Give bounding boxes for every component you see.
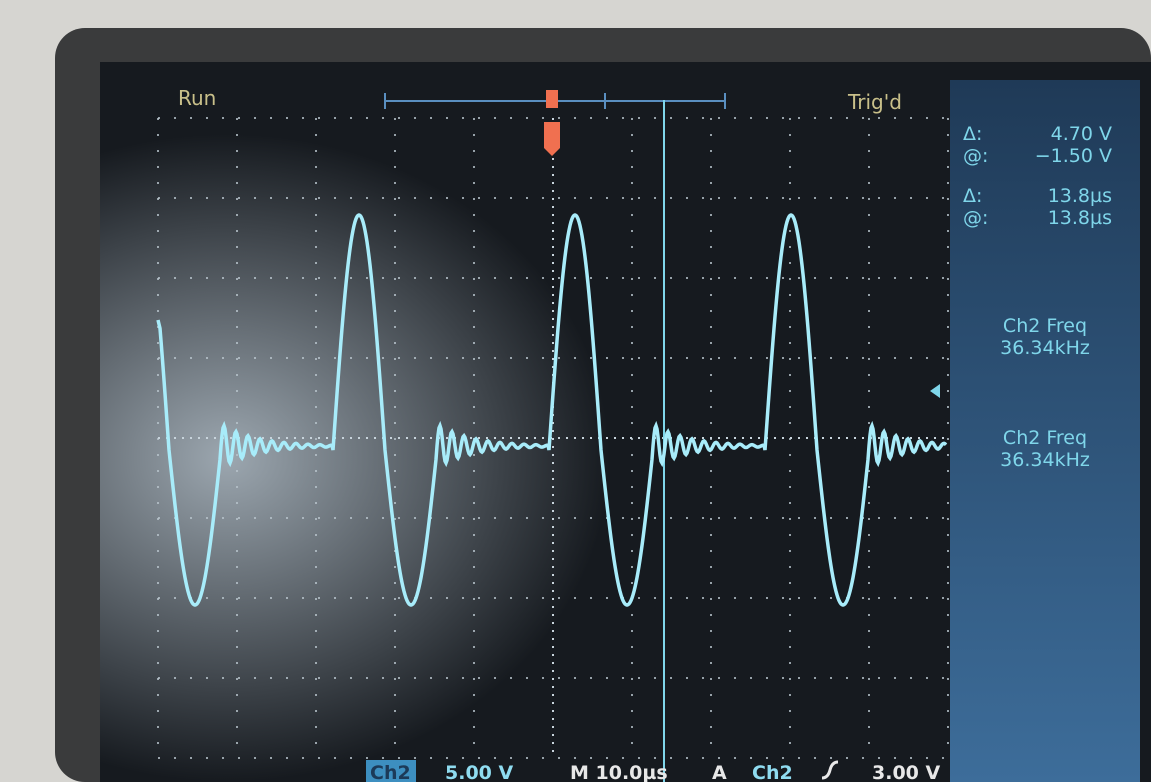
readout-value: 13.8µs (1048, 185, 1112, 207)
readout-value: 13.8µs (1048, 207, 1112, 229)
channel: Ch2 (370, 762, 411, 782)
trigger-source: Ch2 (752, 762, 793, 782)
readout-label: @: (963, 145, 988, 167)
trigger-marker (544, 122, 560, 156)
run-status: Run (178, 86, 216, 110)
vertical-scale: 5.00 V (445, 762, 513, 782)
level-marker (930, 384, 940, 398)
measurement-name: Ch2 Freq (1003, 427, 1087, 449)
trigger-mode: A (712, 762, 727, 782)
measurement-name: Ch2 Freq (1003, 315, 1087, 337)
cursor-readouts: Δ: 4.70 V @: −1.50 V Δ: 13.8µs @: 13.8µs (963, 123, 1112, 229)
trigger-level: 3.00 V (872, 762, 940, 782)
readout-label: Δ: (963, 123, 982, 145)
channel-badge (366, 760, 416, 782)
trigger-position-marker (546, 90, 558, 108)
timebase: M 10.0µs (570, 762, 668, 782)
measurement-value: 36.34kHz (1000, 449, 1090, 471)
trigger-slope (821, 760, 839, 780)
waveform (156, 213, 948, 607)
readout-value: 4.70 V (1051, 123, 1112, 145)
measurement-value: 36.34kHz (1000, 337, 1090, 359)
readout-label: @: (963, 207, 988, 229)
readout-panel (950, 80, 1140, 782)
glare (100, 62, 950, 782)
readout-label: Δ: (963, 185, 982, 207)
trigger-status: Trig'd (847, 90, 902, 114)
readout-value: −1.50 V (1035, 145, 1112, 167)
